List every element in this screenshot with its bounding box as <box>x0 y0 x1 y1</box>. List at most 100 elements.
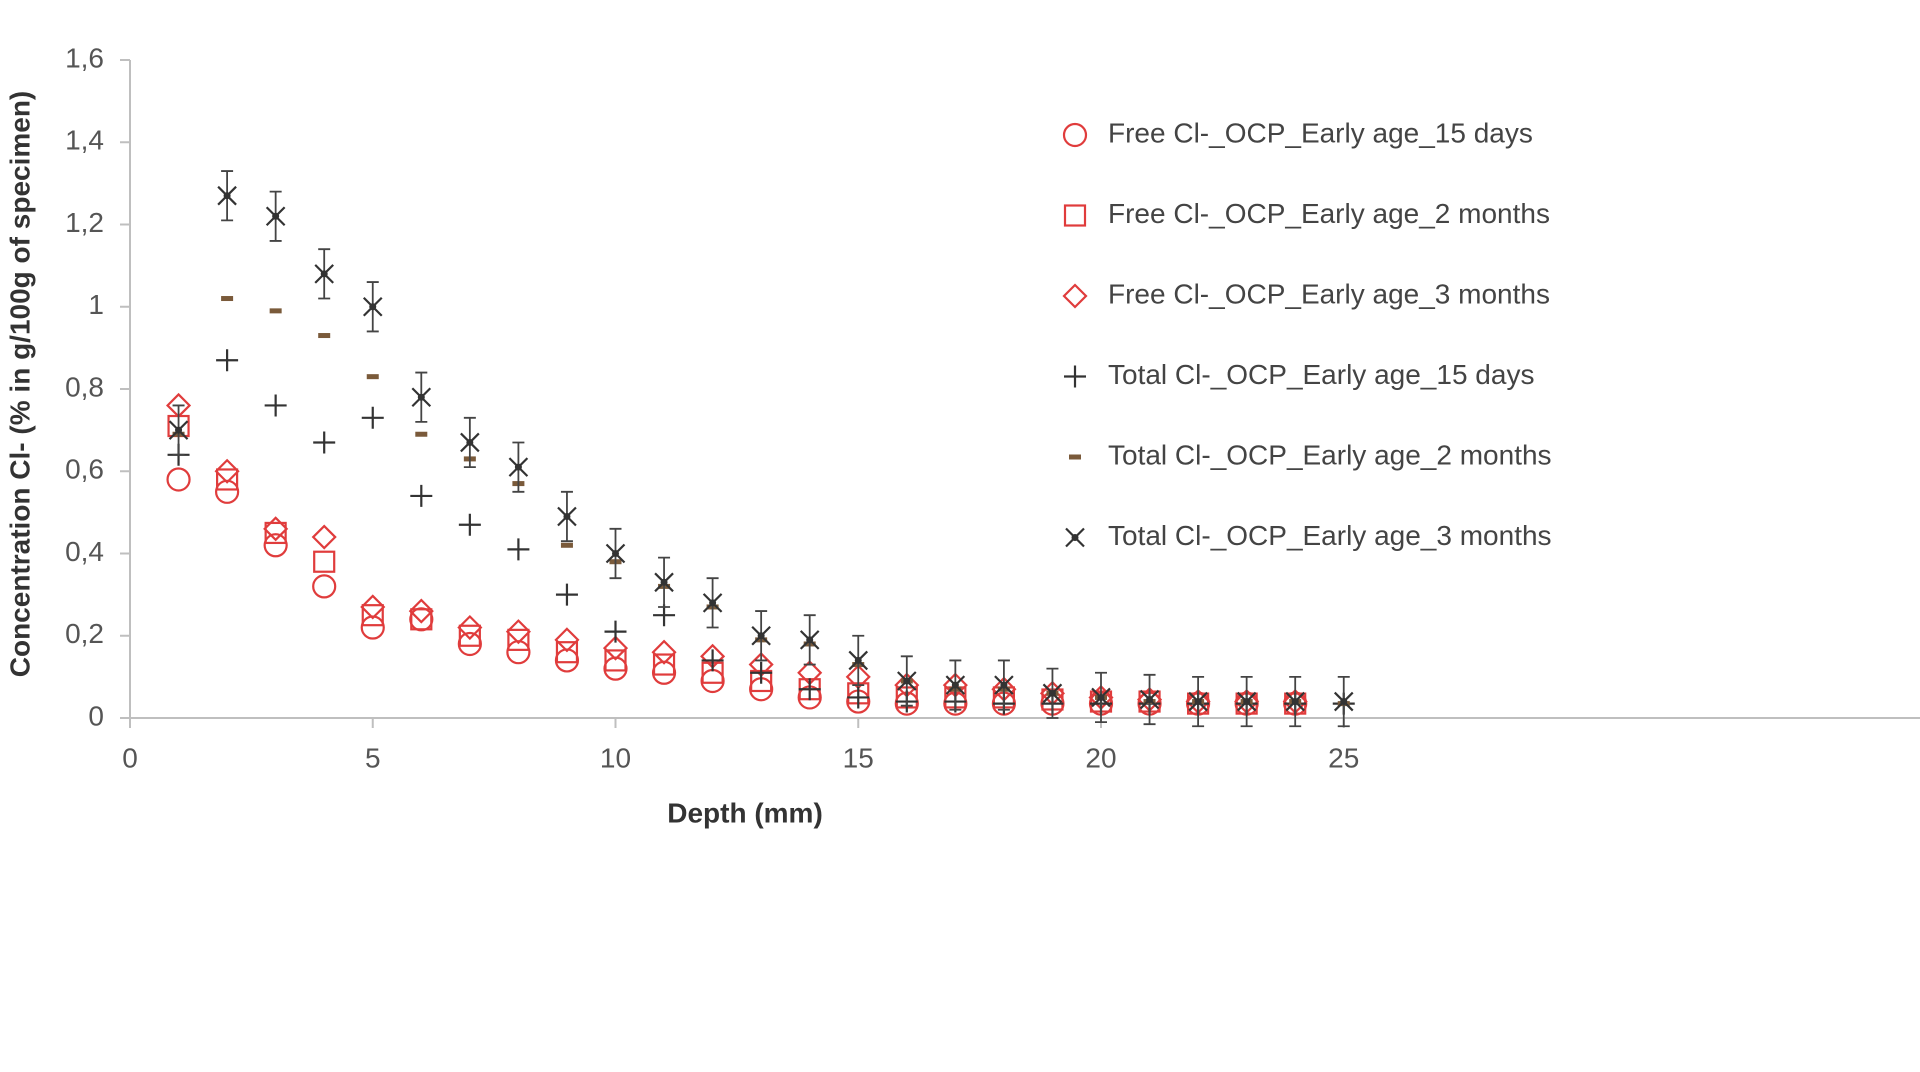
data-point-square <box>555 641 579 664</box>
data-point-plus <box>216 349 239 372</box>
data-point-dash <box>560 542 573 548</box>
legend-item: Total Cl-_OCP_Early age_2 months <box>1069 439 1552 470</box>
data-point-cross <box>1091 687 1111 708</box>
data-point-cross <box>1042 683 1063 704</box>
data-point-circle <box>651 660 677 685</box>
data-point-dash <box>269 308 282 314</box>
data-point-diamond <box>651 639 677 665</box>
data-point-square <box>313 550 336 573</box>
data-point-plus <box>361 406 384 429</box>
data-point-plus <box>750 661 773 684</box>
axes <box>129 60 1920 719</box>
data-point-diamond <box>408 598 434 624</box>
x-tick-label: 5 <box>365 742 381 773</box>
x-axis-title: Depth (mm) <box>667 797 823 828</box>
data-point-cross <box>654 572 674 593</box>
data-point-cross <box>411 387 432 408</box>
data-point-cross <box>897 671 917 691</box>
y-tick-label: 1 <box>88 289 104 320</box>
legend-label: Total Cl-_OCP_Early age_3 months <box>1108 520 1552 551</box>
x-tick-label: 0 <box>122 742 138 773</box>
data-point-circle <box>700 668 725 694</box>
legend-label: Total Cl-_OCP_Early age_2 months <box>1108 439 1552 470</box>
data-point-plus <box>410 484 433 507</box>
series-cross <box>168 170 1354 728</box>
data-point-cross <box>605 543 626 564</box>
legend-label: Free Cl-_OCP_Early age_15 days <box>1108 117 1533 148</box>
data-point-dash <box>366 374 379 380</box>
data-point-cross <box>217 185 237 206</box>
data-point-cross <box>508 457 529 477</box>
series-circle <box>166 467 1308 716</box>
data-point-diamond <box>360 594 386 620</box>
legend-marker-cross <box>1065 527 1085 548</box>
data-point-square <box>604 649 627 672</box>
legend-marker-diamond <box>1062 283 1088 309</box>
y-tick-label: 1,6 <box>65 42 104 73</box>
series-layer <box>165 170 1355 728</box>
data-point-cross <box>557 506 577 527</box>
data-point-square <box>216 468 239 491</box>
y-tick-label: 0,4 <box>65 536 104 567</box>
legend-item: Free Cl-_OCP_Early age_3 months <box>1062 278 1550 309</box>
x-ticks: 0 5 10 15 20 25 <box>122 718 1359 773</box>
legend-marker-plus <box>1064 365 1086 388</box>
legend-marker-dash <box>1069 454 1081 460</box>
data-point-plus <box>313 431 336 454</box>
y-tick-label: 0,8 <box>65 371 104 402</box>
data-point-plus <box>847 686 870 709</box>
data-point-diamond <box>505 619 531 645</box>
legend-item: Total Cl-_OCP_Early age_3 months <box>1065 520 1552 551</box>
data-point-plus <box>264 394 287 417</box>
data-point-dash <box>221 296 234 302</box>
legend-item: Total Cl-_OCP_Early age_15 days <box>1064 359 1534 390</box>
legend-item: Free Cl-_OCP_Early age_2 months <box>1063 198 1550 229</box>
data-point-circle <box>409 607 434 632</box>
data-point-plus <box>507 538 530 561</box>
data-point-cross <box>799 630 820 650</box>
data-point-circle <box>554 648 580 673</box>
data-point-circle <box>263 533 288 558</box>
x-tick-label: 25 <box>1328 742 1359 773</box>
legend-label: Total Cl-_OCP_Early age_15 days <box>1108 359 1534 390</box>
data-point-circle <box>506 640 531 665</box>
data-point-circle <box>457 631 482 657</box>
data-point-cross <box>702 593 723 613</box>
data-point-square <box>264 521 287 545</box>
legend-item: Free Cl-_OCP_Early age_15 days <box>1062 117 1533 148</box>
data-point-circle <box>166 467 191 492</box>
y-tick-label: 1,2 <box>65 207 104 238</box>
data-point-square <box>410 608 433 631</box>
data-point-cross <box>1188 691 1208 712</box>
legend-label: Free Cl-_OCP_Early age_3 months <box>1108 278 1550 309</box>
data-point-circle <box>360 615 385 640</box>
data-point-cross <box>1139 689 1160 710</box>
data-point-plus <box>458 513 481 536</box>
data-point-cross <box>945 675 966 695</box>
data-point-plus <box>798 678 821 701</box>
data-point-square <box>507 628 530 651</box>
y-tick-label: 1,4 <box>65 125 104 156</box>
data-point-square <box>458 624 481 647</box>
x-tick-label: 15 <box>843 742 874 773</box>
data-point-circle <box>312 574 337 599</box>
data-point-square <box>652 653 676 676</box>
data-point-diamond <box>457 614 483 641</box>
data-point-cross <box>265 206 286 227</box>
data-point-diamond <box>554 627 580 653</box>
legend-label: Free Cl-_OCP_Early age_2 months <box>1108 198 1550 229</box>
data-point-circle <box>603 656 628 681</box>
y-tick-label: 0 <box>88 700 104 731</box>
x-tick-label: 10 <box>600 742 631 773</box>
y-ticks: 0 0,2 0,4 0,6 0,8 1 1,2 1,4 1,6 <box>65 42 130 731</box>
data-point-square <box>361 604 384 627</box>
data-point-cross <box>751 625 771 646</box>
data-point-plus <box>555 583 578 606</box>
legend: Free Cl-_OCP_Early age_15 days Free Cl-_O… <box>1062 117 1552 551</box>
data-point-cross <box>1285 691 1305 712</box>
data-point-cross <box>994 675 1014 695</box>
x-tick-label: 20 <box>1085 742 1116 773</box>
data-point-cross <box>1236 691 1257 712</box>
y-tick-label: 0,2 <box>65 618 104 649</box>
